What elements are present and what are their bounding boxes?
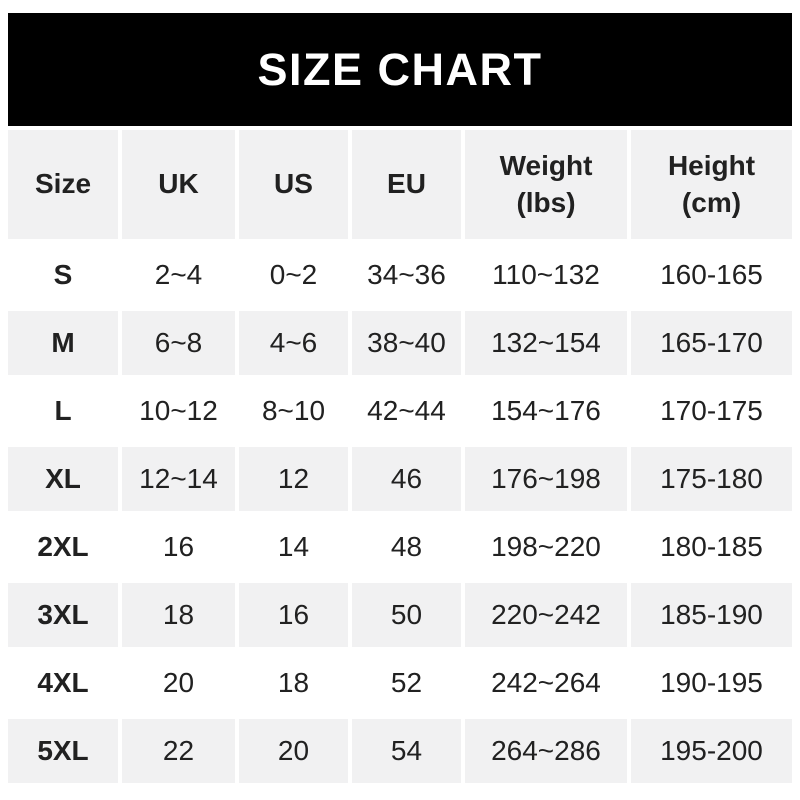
table-cell: 242~264 [465, 651, 627, 715]
table-cell: 34~36 [352, 243, 461, 307]
table-cell: 2~4 [122, 243, 235, 307]
table-cell: 18 [122, 583, 235, 647]
table-cell: 50 [352, 583, 461, 647]
table-cell: 198~220 [465, 515, 627, 579]
table-cell: 220~242 [465, 583, 627, 647]
table-cell: 176~198 [465, 447, 627, 511]
table-cell: 6~8 [122, 311, 235, 375]
row-label-cell: 4XL [8, 651, 118, 715]
table-cell: 38~40 [352, 311, 461, 375]
table-cell: 46 [352, 447, 461, 511]
table-cell: 175-180 [631, 447, 792, 511]
table-cell: 4~6 [239, 311, 348, 375]
table-cell: 20 [239, 719, 348, 783]
table-cell: 18 [239, 651, 348, 715]
page-title: SIZE CHART [257, 43, 543, 95]
size-chart-table: Size UK US EU Weight (lbs) Height (cm) S… [8, 130, 792, 783]
table-cell: 132~154 [465, 311, 627, 375]
table-cell: 8~10 [239, 379, 348, 443]
row-label-cell: 3XL [8, 583, 118, 647]
table-cell: 0~2 [239, 243, 348, 307]
table-cell: 110~132 [465, 243, 627, 307]
table-cell: 16 [122, 515, 235, 579]
table-cell: 185-190 [631, 583, 792, 647]
header-cell-eu: EU [352, 130, 461, 239]
row-label-cell: 5XL [8, 719, 118, 783]
row-label-cell: L [8, 379, 118, 443]
table-cell: 180-185 [631, 515, 792, 579]
table-cell: 52 [352, 651, 461, 715]
size-chart-banner: SIZE CHART [8, 13, 792, 126]
table-cell: 42~44 [352, 379, 461, 443]
table-cell: 10~12 [122, 379, 235, 443]
table-cell: 16 [239, 583, 348, 647]
table-cell: 264~286 [465, 719, 627, 783]
table-cell: 160-165 [631, 243, 792, 307]
header-cell-us: US [239, 130, 348, 239]
header-cell-height: Height (cm) [631, 130, 792, 239]
table-cell: 154~176 [465, 379, 627, 443]
header-cell-weight: Weight (lbs) [465, 130, 627, 239]
table-cell: 48 [352, 515, 461, 579]
table-cell: 14 [239, 515, 348, 579]
row-label-cell: M [8, 311, 118, 375]
table-cell: 195-200 [631, 719, 792, 783]
table-cell: 54 [352, 719, 461, 783]
row-label-cell: 2XL [8, 515, 118, 579]
table-cell: 165-170 [631, 311, 792, 375]
table-cell: 170-175 [631, 379, 792, 443]
table-cell: 190-195 [631, 651, 792, 715]
table-cell: 22 [122, 719, 235, 783]
row-label-cell: XL [8, 447, 118, 511]
header-cell-uk: UK [122, 130, 235, 239]
header-cell-size: Size [8, 130, 118, 239]
table-cell: 12~14 [122, 447, 235, 511]
table-cell: 12 [239, 447, 348, 511]
table-cell: 20 [122, 651, 235, 715]
row-label-cell: S [8, 243, 118, 307]
